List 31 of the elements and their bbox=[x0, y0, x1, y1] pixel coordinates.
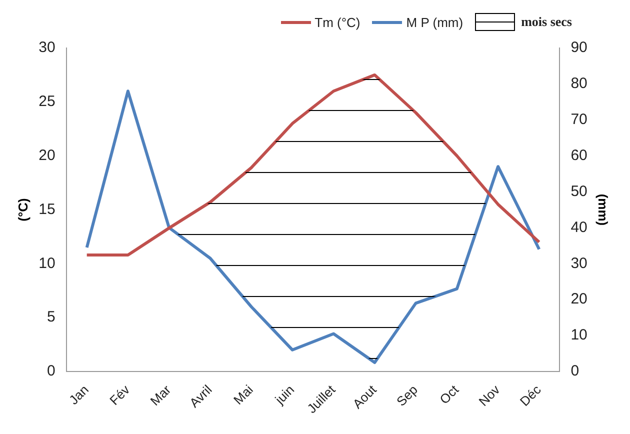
y-axis-title: (°C) bbox=[15, 198, 30, 222]
y-tick-label: 10 bbox=[38, 254, 56, 272]
y2-tick-label: 40 bbox=[570, 218, 588, 236]
y2-tick-label: 90 bbox=[570, 39, 588, 56]
legend-label: M P (mm) bbox=[406, 14, 464, 30]
x-tick-label: Mai bbox=[230, 382, 256, 408]
x-tick-label: Oct bbox=[436, 382, 462, 407]
y2-tick-label: 10 bbox=[570, 326, 588, 344]
y2-tick-label: 50 bbox=[570, 182, 588, 200]
y2-tick-label: 60 bbox=[570, 146, 588, 164]
x-tick-label: Déc bbox=[516, 382, 544, 409]
y-tick-label: 5 bbox=[46, 308, 56, 326]
x-tick-label: Mar bbox=[147, 382, 174, 408]
y2-tick-label: 0 bbox=[570, 362, 580, 380]
y2-tick-label: 30 bbox=[570, 254, 588, 272]
y2-axis-title: (mm) bbox=[596, 194, 611, 226]
y-tick-label: 25 bbox=[38, 93, 56, 110]
y-tick-label: 15 bbox=[38, 200, 56, 218]
x-tick-label: Fév bbox=[106, 382, 133, 408]
y-tick-label: 30 bbox=[38, 39, 56, 56]
x-tick-label: Nov bbox=[476, 382, 504, 409]
y-tick-label: 0 bbox=[46, 362, 56, 380]
x-tick-label: juin bbox=[271, 382, 298, 408]
y2-tick-label: 80 bbox=[570, 75, 588, 92]
x-tick-label: Sep bbox=[393, 382, 420, 409]
x-tick-label: Jan bbox=[66, 382, 92, 408]
y-tick-label: 20 bbox=[38, 146, 56, 164]
y2-tick-label: 70 bbox=[570, 111, 588, 128]
text: mois secs bbox=[521, 14, 572, 30]
y2-tick-label: 20 bbox=[570, 290, 588, 308]
legend-label: Tm (°C) bbox=[314, 14, 360, 30]
